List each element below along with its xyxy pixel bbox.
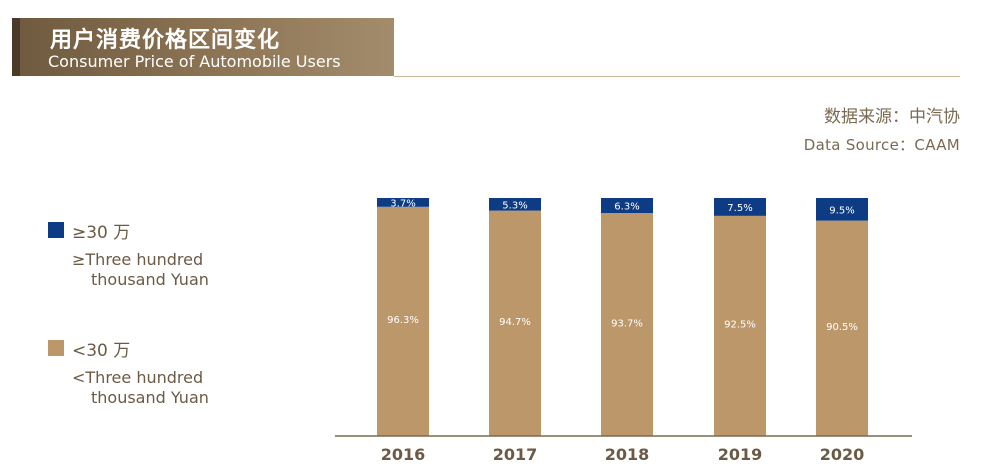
legend-swatch-over-300k xyxy=(48,222,64,238)
data-label-under-300k-2020: 90.5% xyxy=(826,322,858,333)
x-tick-label-2020: 2020 xyxy=(820,445,865,464)
data-label-over-300k-2017: 5.3% xyxy=(502,200,527,211)
data-source-cn: 数据来源：中汽协 xyxy=(824,107,960,127)
legend-label-cn: ≥30 万 xyxy=(72,223,131,243)
x-tick-label-2018: 2018 xyxy=(605,445,650,464)
bar-over-300k-2018 xyxy=(601,198,653,213)
title-divider xyxy=(394,76,960,77)
legend-label-en-line2: thousand Yuan xyxy=(91,270,209,289)
legend-label-en-line1: <Three hundred xyxy=(72,368,204,387)
page-title: 用户消费价格区间变化 xyxy=(50,28,281,53)
bar-over-300k-2019 xyxy=(714,198,766,216)
legend-swatch-under-300k xyxy=(48,340,64,356)
bar-over-300k-2020 xyxy=(816,198,868,221)
bar-under-300k-2016 xyxy=(377,206,429,436)
bar-under-300k-2017 xyxy=(489,210,541,436)
legend-label-cn: <30 万 xyxy=(72,341,131,361)
x-tick-label-2017: 2017 xyxy=(493,445,538,464)
x-tick-label-2016: 2016 xyxy=(381,445,426,464)
legend-label-en-line1: ≥Three hundred xyxy=(72,250,204,269)
bar-under-300k-2018 xyxy=(601,212,653,436)
bar-over-300k-2017 xyxy=(489,198,541,211)
bar-over-300k-2016 xyxy=(377,198,429,207)
data-label-over-300k-2018: 6.3% xyxy=(614,201,639,212)
data-label-over-300k-2019: 7.5% xyxy=(727,203,752,214)
x-tick-label-2019: 2019 xyxy=(718,445,763,464)
bar-under-300k-2020 xyxy=(816,220,868,436)
data-source-en: Data Source：CAAM xyxy=(803,136,960,154)
data-label-under-300k-2018: 93.7% xyxy=(611,318,643,329)
data-label-under-300k-2017: 94.7% xyxy=(499,317,531,328)
data-label-under-300k-2019: 92.5% xyxy=(724,320,756,331)
data-label-over-300k-2016: 3.7% xyxy=(390,198,415,209)
bar-under-300k-2019 xyxy=(714,215,766,436)
legend-label-en-line2: thousand Yuan xyxy=(91,388,209,407)
title-accent-bar xyxy=(12,18,20,76)
data-label-over-300k-2020: 9.5% xyxy=(829,205,854,216)
title-banner xyxy=(12,18,394,76)
data-label-under-300k-2016: 96.3% xyxy=(387,315,419,326)
page-subtitle: Consumer Price of Automobile Users xyxy=(48,52,341,71)
